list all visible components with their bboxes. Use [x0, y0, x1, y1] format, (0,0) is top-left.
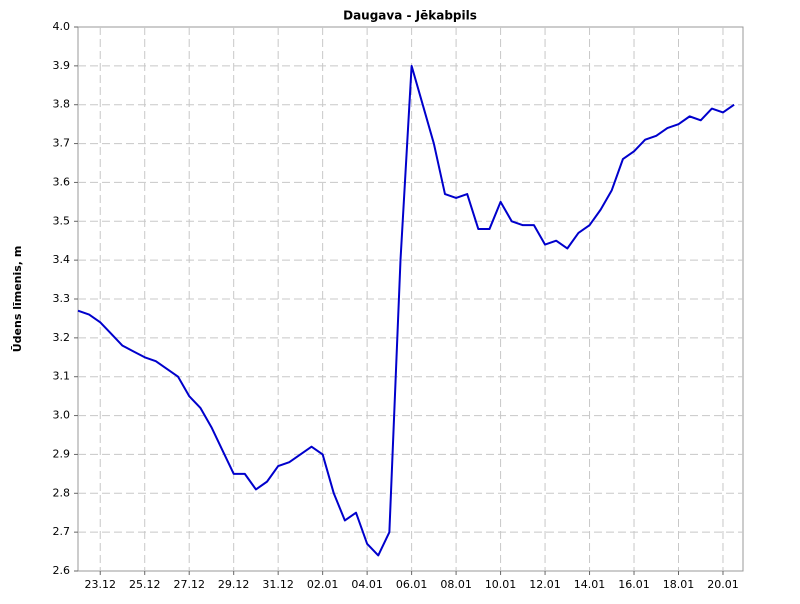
chart-title: Daugava - Jēkabpils — [343, 9, 477, 23]
y-tick-label: 3.2 — [53, 331, 71, 344]
x-tick-label: 08.01 — [440, 578, 472, 591]
x-tick-label: 02.01 — [307, 578, 339, 591]
x-tick-label: 18.01 — [663, 578, 695, 591]
x-tick-label: 29.12 — [218, 578, 250, 591]
y-tick-label: 3.4 — [53, 253, 71, 266]
x-tick-label: 06.01 — [396, 578, 428, 591]
y-tick-label: 2.8 — [53, 486, 71, 499]
x-tick-label: 20.01 — [707, 578, 739, 591]
x-tick-label: 14.01 — [574, 578, 606, 591]
y-tick-label: 4.0 — [53, 20, 71, 33]
y-tick-label: 2.9 — [53, 447, 71, 460]
y-tick-label: 3.3 — [53, 292, 71, 305]
x-tick-label: 16.01 — [618, 578, 650, 591]
line-series — [77, 64, 735, 557]
y-tick-label: 3.9 — [53, 59, 71, 72]
x-tick-label: 27.12 — [173, 578, 205, 591]
y-tick-label: 3.8 — [53, 98, 71, 111]
y-tick-label: 3.7 — [53, 137, 71, 150]
x-tick-label: 04.01 — [351, 578, 383, 591]
y-tick-label: 3.1 — [53, 370, 71, 383]
x-tick-label: 31.12 — [262, 578, 294, 591]
plot-area: 2.6 2.7 2.8 2.9 3.0 3.1 3.2 3.3 3.4 3.5 3.6 3.7 3.8 3… — [53, 20, 744, 591]
x-tick-label: 23.12 — [84, 578, 116, 591]
y-tick-label: 3.6 — [53, 175, 71, 188]
y-tick-label: 3.5 — [53, 214, 71, 227]
x-tick-label: 25.12 — [129, 578, 161, 591]
x-tick-label: 12.01 — [529, 578, 561, 591]
y-tick-label: 3.0 — [53, 409, 71, 422]
x-tick-label: 10.01 — [485, 578, 517, 591]
y-tick-label: 2.7 — [53, 525, 71, 538]
y-axis-label: Ūdens līmenis, m — [11, 246, 24, 353]
y-tick-label: 2.6 — [53, 564, 71, 577]
